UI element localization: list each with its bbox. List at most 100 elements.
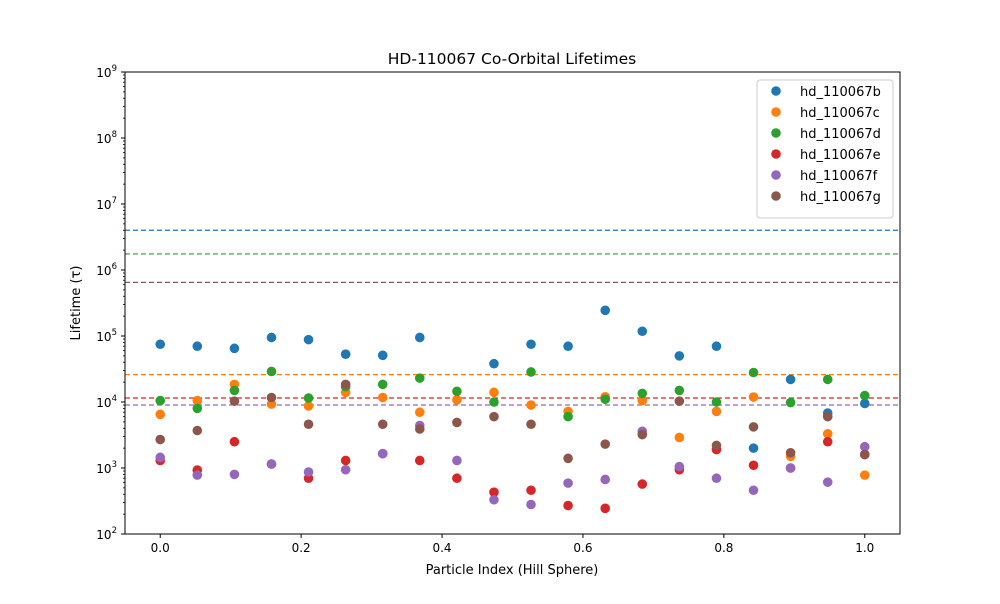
data-point-hd_110067b-0 (155, 339, 166, 350)
data-point-hd_110067d-16 (748, 367, 759, 378)
data-point-hd_110067c-3 (266, 399, 277, 409)
data-point-hd_110067e-11 (563, 500, 573, 511)
data-point-hd_110067e-10 (526, 485, 536, 496)
data-point-hd_110067b-13 (637, 326, 648, 337)
data-point-hd_110067f-14 (674, 461, 685, 472)
legend-marker-hd_110067f (771, 170, 781, 180)
legend-label-hd_110067c: hd_110067c (800, 106, 880, 121)
data-point-hd_110067b-7 (414, 332, 425, 343)
data-point-hd_110067b-9 (489, 358, 499, 369)
legend-marker-hd_110067d (771, 128, 781, 138)
data-point-hd_110067g-15 (711, 440, 722, 451)
data-point-hd_110067b-14 (674, 351, 685, 361)
data-point-hd_110067g-3 (266, 392, 277, 403)
data-point-hd_110067d-18 (822, 374, 833, 385)
data-point-hd_110067d-19 (859, 390, 870, 401)
data-point-hd_110067b-12 (600, 305, 611, 316)
legend-label-hd_110067g: hd_110067g (800, 190, 881, 205)
data-point-hd_110067c-4 (303, 401, 314, 411)
data-point-hd_110067g-7 (414, 424, 425, 434)
data-point-hd_110067g-8 (452, 417, 462, 428)
legend-marker-hd_110067g (771, 191, 781, 201)
legend-label-hd_110067d: hd_110067d (800, 127, 881, 142)
data-point-hd_110067c-1 (192, 395, 203, 406)
plot-frame (124, 71, 901, 535)
data-point-hd_110067b-3 (266, 332, 277, 343)
data-point-hd_110067f-5 (340, 464, 351, 475)
data-point-hd_110067f-0 (155, 452, 166, 463)
legend-box (756, 79, 894, 219)
data-point-hd_110067g-4 (303, 419, 314, 430)
data-point-hd_110067e-2 (229, 436, 240, 447)
data-point-hd_110067e-7 (414, 455, 425, 466)
data-point-hd_110067e-9 (489, 487, 499, 497)
data-point-hd_110067f-1 (192, 470, 203, 480)
data-point-hd_110067f-11 (563, 478, 573, 488)
data-point-hd_110067b-10 (526, 339, 536, 350)
data-point-hd_110067g-11 (563, 453, 573, 464)
data-point-hd_110067f-2 (229, 469, 240, 480)
data-point-hd_110067b-1 (192, 341, 203, 352)
data-point-hd_110067c-16 (748, 392, 759, 402)
data-point-hd_110067g-5 (340, 379, 351, 390)
data-point-hd_110067d-7 (414, 373, 425, 383)
data-point-hd_110067c-13 (637, 395, 648, 406)
y-tick-label: 104 (96, 394, 117, 410)
x-axis-label: Particle Index (Hill Sphere) (426, 563, 599, 578)
data-point-hd_110067b-19 (859, 398, 870, 409)
data-point-hd_110067c-6 (377, 392, 388, 403)
x-tick-label: 0.0 (151, 541, 170, 555)
data-point-hd_110067f-17 (785, 463, 796, 473)
data-point-hd_110067f-18 (822, 477, 833, 487)
data-point-hd_110067f-15 (711, 473, 722, 484)
data-point-hd_110067d-1 (192, 403, 203, 414)
y-tick-label: 109 (96, 64, 117, 80)
data-point-hd_110067d-3 (266, 366, 277, 377)
data-point-hd_110067b-15 (711, 341, 722, 352)
y-axis-label: Lifetime (τ) (69, 266, 84, 341)
x-tick-label: 0.2 (292, 541, 311, 555)
data-point-hd_110067e-8 (452, 473, 462, 484)
data-point-hd_110067g-0 (155, 434, 166, 445)
data-point-hd_110067d-12 (600, 394, 611, 405)
data-point-hd_110067g-13 (637, 429, 648, 440)
data-point-hd_110067d-4 (303, 393, 314, 403)
data-point-hd_110067b-4 (303, 334, 314, 345)
x-tick-label: 1.0 (855, 541, 874, 555)
x-tick-label: 0.8 (714, 541, 733, 555)
y-tick-label: 103 (96, 460, 117, 476)
data-point-hd_110067c-19 (859, 470, 870, 480)
data-point-hd_110067e-16 (748, 460, 759, 471)
data-point-hd_110067g-2 (229, 396, 240, 406)
data-point-hd_110067f-16 (748, 485, 759, 496)
data-point-hd_110067g-10 (526, 419, 536, 430)
data-point-hd_110067d-8 (452, 386, 462, 397)
legend-marker-hd_110067e (771, 149, 781, 159)
data-point-hd_110067b-6 (377, 350, 388, 361)
data-point-hd_110067c-14 (674, 432, 685, 443)
x-tick-label: 0.4 (432, 541, 451, 555)
data-point-hd_110067e-5 (340, 455, 351, 466)
data-point-hd_110067f-4 (303, 467, 314, 477)
data-point-hd_110067f-3 (266, 459, 277, 469)
data-point-hd_110067e-13 (637, 479, 648, 489)
data-point-hd_110067e-18 (822, 436, 833, 447)
legend-label-hd_110067b: hd_110067b (800, 85, 881, 100)
y-tick-label: 108 (96, 130, 117, 146)
data-point-hd_110067c-8 (452, 394, 462, 405)
data-point-hd_110067g-1 (192, 425, 203, 436)
data-point-hd_110067b-2 (229, 343, 240, 354)
data-point-hd_110067b-5 (340, 349, 351, 359)
data-point-hd_110067c-9 (489, 387, 499, 398)
chart-title: HD-110067 Co-Orbital Lifetimes (388, 50, 636, 68)
data-point-hd_110067g-18 (822, 411, 833, 422)
y-tick-label: 105 (96, 328, 117, 344)
data-point-hd_110067d-2 (229, 385, 240, 396)
data-point-hd_110067f-6 (377, 448, 388, 459)
legend-label-hd_110067f: hd_110067f (800, 169, 878, 184)
data-point-hd_110067g-19 (859, 449, 870, 460)
legend-label-hd_110067e: hd_110067e (800, 148, 881, 163)
data-point-hd_110067g-14 (674, 396, 685, 406)
data-point-hd_110067b-16 (748, 443, 759, 453)
